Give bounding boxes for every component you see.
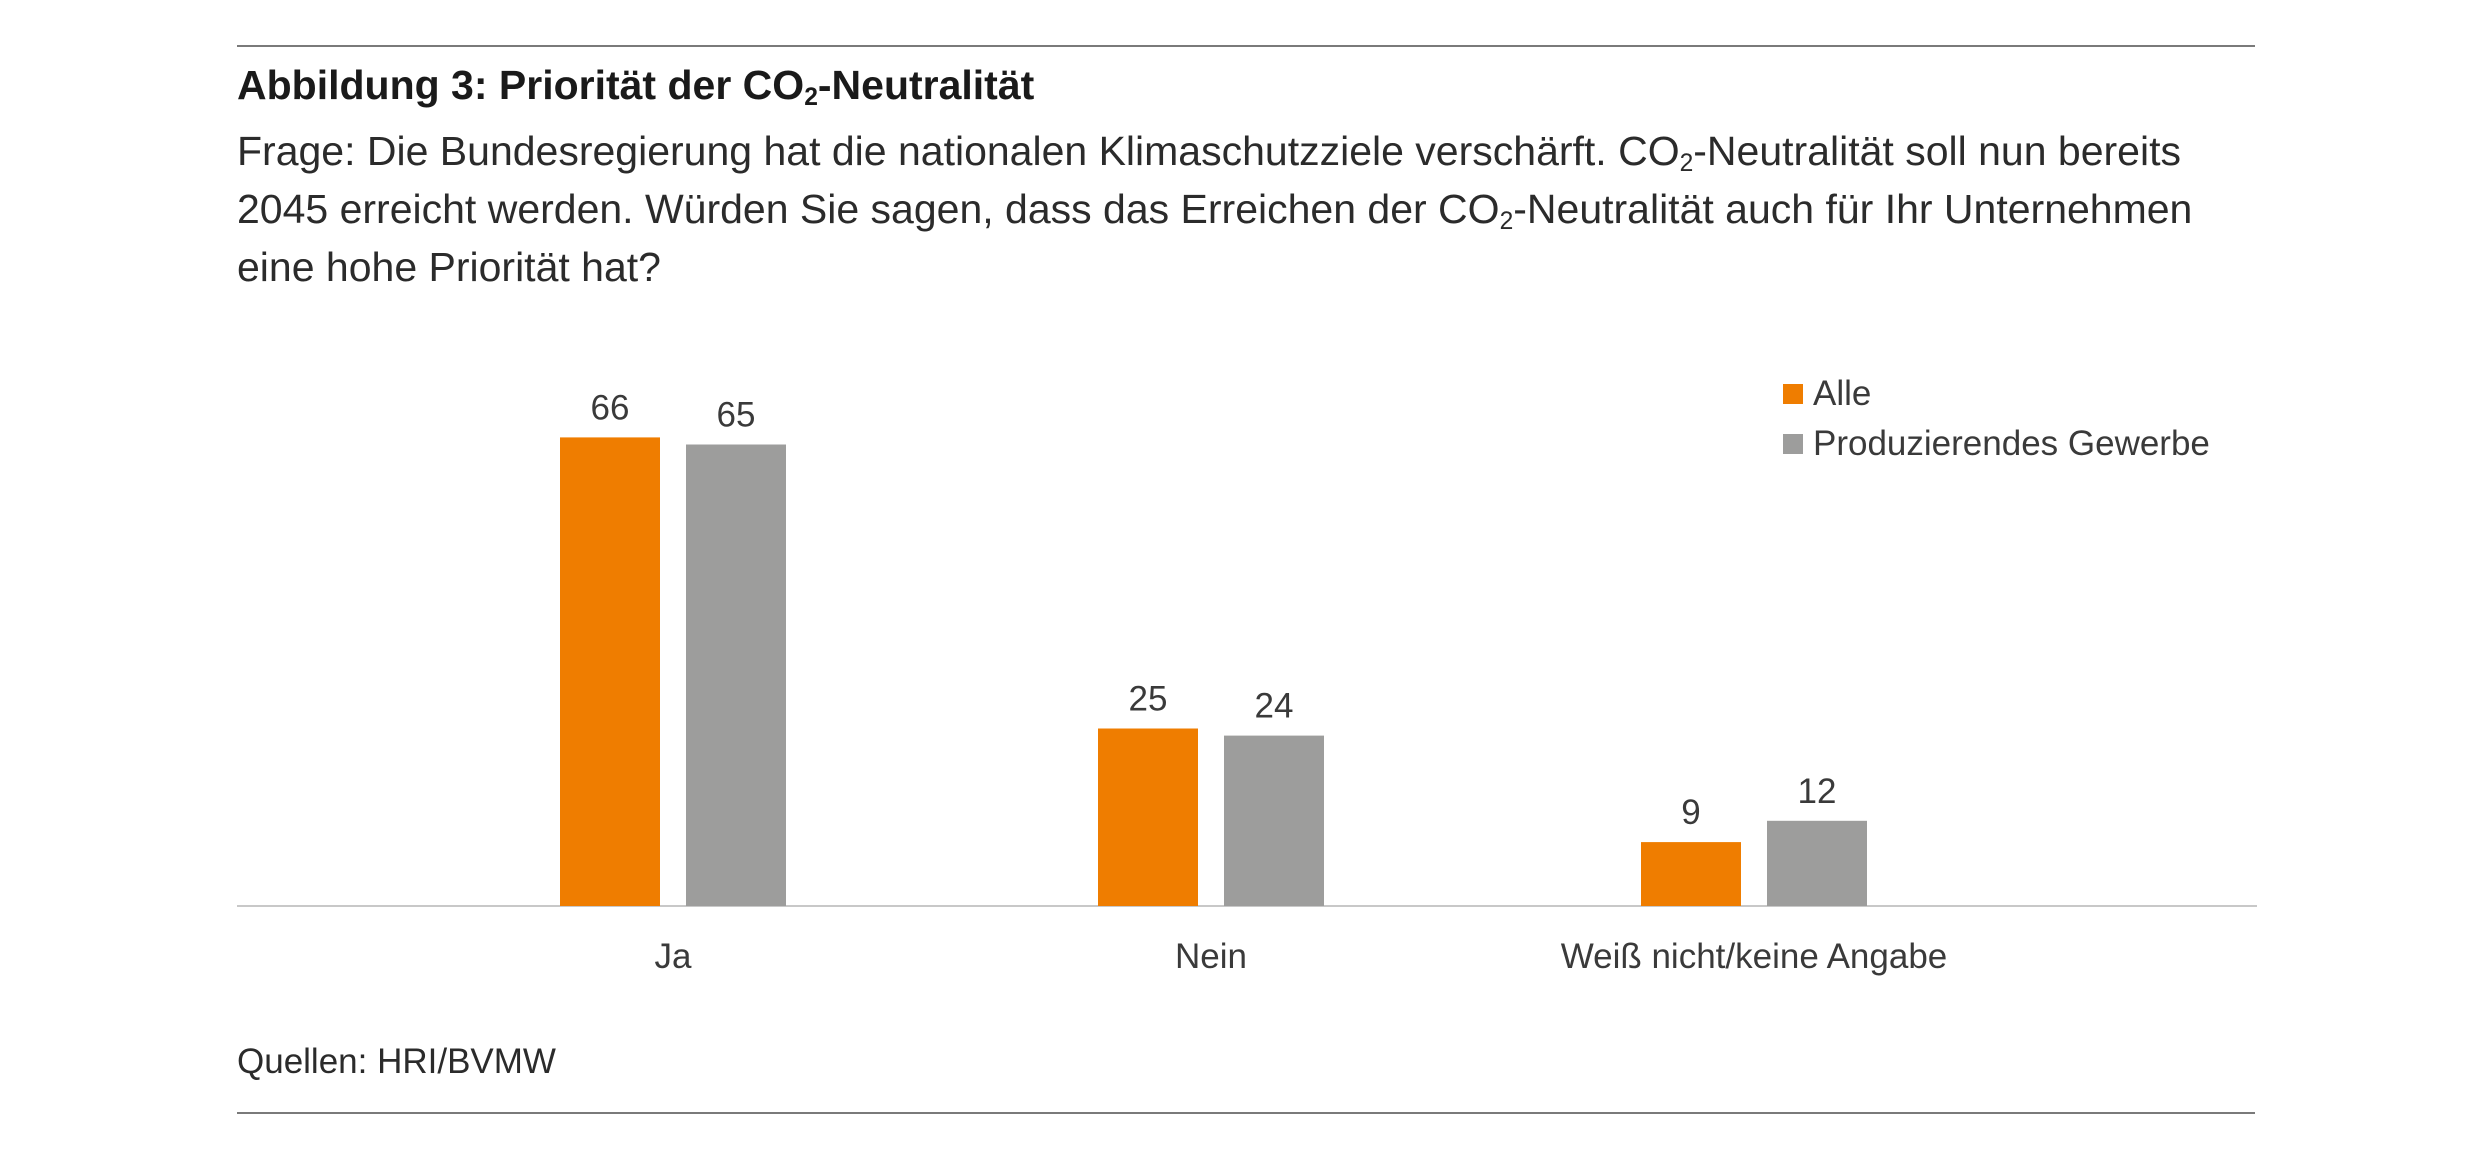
figure-question: Frage: Die Bundesregierung hat die natio… [237, 122, 2257, 296]
data-label-produzierendes-gewerbe: 24 [1255, 687, 1294, 726]
x-tick-label: Ja [655, 937, 693, 976]
x-tick-label: Weiß nicht/keine Angabe [1561, 937, 1948, 976]
bar-produzierendes-gewerbe [1224, 735, 1324, 906]
bar-alle [1641, 842, 1741, 906]
bar-produzierendes-gewerbe [686, 444, 786, 906]
source-note: Quellen: HRI/BVMW [237, 1042, 556, 1081]
data-label-produzierendes-gewerbe: 12 [1798, 772, 1837, 811]
bar-alle [1098, 728, 1198, 906]
data-label-produzierendes-gewerbe: 65 [717, 396, 756, 435]
figure-title: Abbildung 3: Priorität der CO2-Neutralit… [237, 62, 1035, 112]
question-part: Frage: Die Bundesregierung hat die natio… [237, 128, 1680, 174]
x-tick-label: Nein [1175, 937, 1247, 976]
legend-label-alle: Alle [1813, 374, 1872, 413]
bar-produzierendes-gewerbe [1767, 820, 1867, 906]
legend-item-produzierendes-gewerbe: Produzierendes Gewerbe [1783, 424, 2210, 464]
legend-swatch-alle [1783, 384, 1803, 404]
top-rule [237, 45, 2255, 47]
data-label-alle: 25 [1129, 680, 1168, 719]
bottom-rule [237, 1112, 2255, 1114]
question-part: -Neutralität auch für Ihr Unternehmen ei… [237, 186, 2193, 290]
legend-label-produzierendes-gewerbe: Produzierendes Gewerbe [1813, 424, 2210, 463]
bar-alle [560, 437, 660, 906]
legend-item-alle: Alle [1783, 374, 1871, 414]
data-label-alle: 66 [591, 388, 630, 427]
data-label-alle: 9 [1681, 793, 1700, 832]
question-part: 2 [1499, 208, 1514, 236]
legend-swatch-produzierendes-gewerbe [1783, 434, 1803, 454]
question-part: 2 [1679, 150, 1694, 178]
question-part: -Neutralität soll nun bereits 2045 errei… [237, 128, 2181, 232]
